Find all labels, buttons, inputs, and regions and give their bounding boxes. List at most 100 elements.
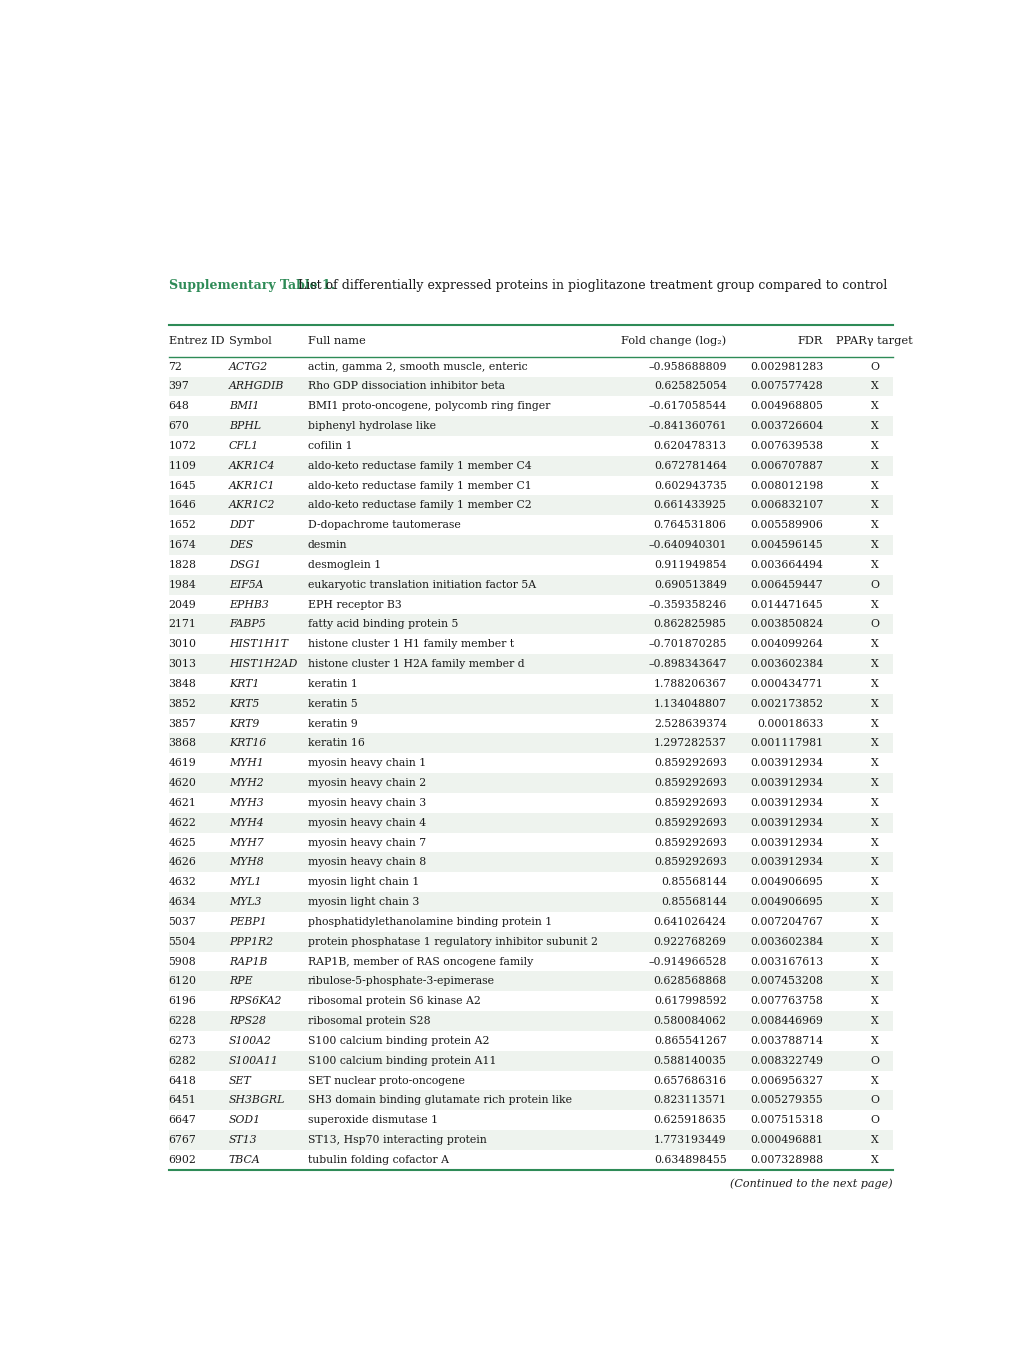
Text: 0.859292693: 0.859292693 [653,758,726,768]
Bar [168,713,892,734]
Text: –0.898343647: –0.898343647 [648,659,726,669]
Text: ribosomal protein S28: ribosomal protein S28 [308,1017,430,1026]
Bar [168,972,892,991]
Text: ARHGDIB: ARHGDIB [228,382,283,391]
Text: 1652: 1652 [168,520,197,530]
Text: S100 calcium binding protein A2: S100 calcium binding protein A2 [308,1036,489,1046]
Text: 3852: 3852 [168,699,197,708]
Text: X: X [870,1075,877,1086]
Text: 0.000434771: 0.000434771 [750,680,822,689]
Text: X: X [870,421,877,431]
Text: X: X [870,738,877,749]
Text: AKR1C4: AKR1C4 [228,461,275,470]
Bar [168,554,892,575]
Text: 0.690513849: 0.690513849 [653,580,726,590]
Text: 3868: 3868 [168,738,197,749]
Text: MYH2: MYH2 [228,779,263,788]
Text: 0.859292693: 0.859292693 [653,779,726,788]
Text: X: X [870,659,877,669]
Text: 0.003602384: 0.003602384 [749,936,822,947]
Bar [168,515,892,535]
Text: 0.859292693: 0.859292693 [653,858,726,867]
Text: 6418: 6418 [168,1075,197,1086]
Bar [168,753,892,773]
Text: ST13, Hsp70 interacting protein: ST13, Hsp70 interacting protein [308,1135,486,1146]
Text: 0.004099264: 0.004099264 [750,639,822,650]
Text: DSG1: DSG1 [228,560,260,569]
Text: X: X [870,520,877,530]
Text: X: X [870,500,877,511]
Text: X: X [870,877,877,887]
Text: histone cluster 1 H2A family member d: histone cluster 1 H2A family member d [308,659,524,669]
Text: myosin heavy chain 3: myosin heavy chain 3 [308,798,426,807]
Text: X: X [870,540,877,550]
Text: 1674: 1674 [168,540,197,550]
Text: X: X [870,1135,877,1146]
Text: (Continued to the next page): (Continued to the next page) [730,1178,892,1189]
Text: 0.003912934: 0.003912934 [749,779,822,788]
Text: SET: SET [228,1075,252,1086]
Bar [168,694,892,713]
Text: 3848: 3848 [168,680,197,689]
Text: Symbol: Symbol [228,336,271,347]
Text: desmoglein 1: desmoglein 1 [308,560,381,569]
Text: 0.859292693: 0.859292693 [653,798,726,807]
Text: aldo-keto reductase family 1 member C1: aldo-keto reductase family 1 member C1 [308,481,531,491]
Bar [168,1110,892,1131]
Text: RAP1B: RAP1B [228,957,267,966]
Bar [168,734,892,753]
Text: S100A11: S100A11 [228,1056,278,1065]
Text: 5908: 5908 [168,957,197,966]
Text: Entrez ID: Entrez ID [168,336,224,347]
Text: X: X [870,818,877,828]
Text: MYH8: MYH8 [228,858,263,867]
Text: 72: 72 [168,361,182,371]
Text: keratin 9: keratin 9 [308,719,357,728]
Text: tubulin folding cofactor A: tubulin folding cofactor A [308,1155,448,1165]
Text: RPS28: RPS28 [228,1017,265,1026]
Text: 1984: 1984 [168,580,197,590]
Text: 0.008322749: 0.008322749 [749,1056,822,1065]
Bar [168,416,892,436]
Text: eukaryotic translation initiation factor 5A: eukaryotic translation initiation factor… [308,580,535,590]
Text: X: X [870,440,877,451]
Text: 0.823113571: 0.823113571 [653,1095,726,1105]
Bar [168,773,892,792]
Text: AKR1C2: AKR1C2 [228,500,275,511]
Text: O: O [869,1116,878,1125]
Text: HIST1H1T: HIST1H1T [228,639,287,650]
Text: 0.000496881: 0.000496881 [749,1135,822,1146]
Bar [168,892,892,912]
Text: 0.00018633: 0.00018633 [756,719,822,728]
Text: O: O [869,361,878,371]
Text: 0.003912934: 0.003912934 [749,758,822,768]
Bar [168,912,892,932]
Text: 0.003912934: 0.003912934 [749,837,822,848]
Text: 1.134048807: 1.134048807 [653,699,726,708]
Text: 0.007763758: 0.007763758 [750,996,822,1006]
Text: X: X [870,957,877,966]
Bar [168,1090,892,1110]
Text: 0.007328988: 0.007328988 [749,1155,822,1165]
Text: 4625: 4625 [168,837,197,848]
Text: X: X [870,758,877,768]
Text: 0.006832107: 0.006832107 [749,500,822,511]
Bar [168,872,892,892]
Text: HIST1H2AD: HIST1H2AD [228,659,297,669]
Text: 0.002981283: 0.002981283 [749,361,822,371]
Text: cofilin 1: cofilin 1 [308,440,352,451]
Bar [168,654,892,674]
Bar [168,1031,892,1051]
Text: 0.006459447: 0.006459447 [750,580,822,590]
Text: 0.85568144: 0.85568144 [660,897,726,906]
Text: 0.003726604: 0.003726604 [749,421,822,431]
Text: aldo-keto reductase family 1 member C4: aldo-keto reductase family 1 member C4 [308,461,531,470]
Text: superoxide dismutase 1: superoxide dismutase 1 [308,1116,437,1125]
Text: 0.911949854: 0.911949854 [653,560,726,569]
Text: myosin heavy chain 1: myosin heavy chain 1 [308,758,426,768]
Text: 0.004596145: 0.004596145 [750,540,822,550]
Text: S100A2: S100A2 [228,1036,271,1046]
Text: Rho GDP dissociation inhibitor beta: Rho GDP dissociation inhibitor beta [308,382,504,391]
Bar [168,635,892,654]
Text: 5037: 5037 [168,917,197,927]
